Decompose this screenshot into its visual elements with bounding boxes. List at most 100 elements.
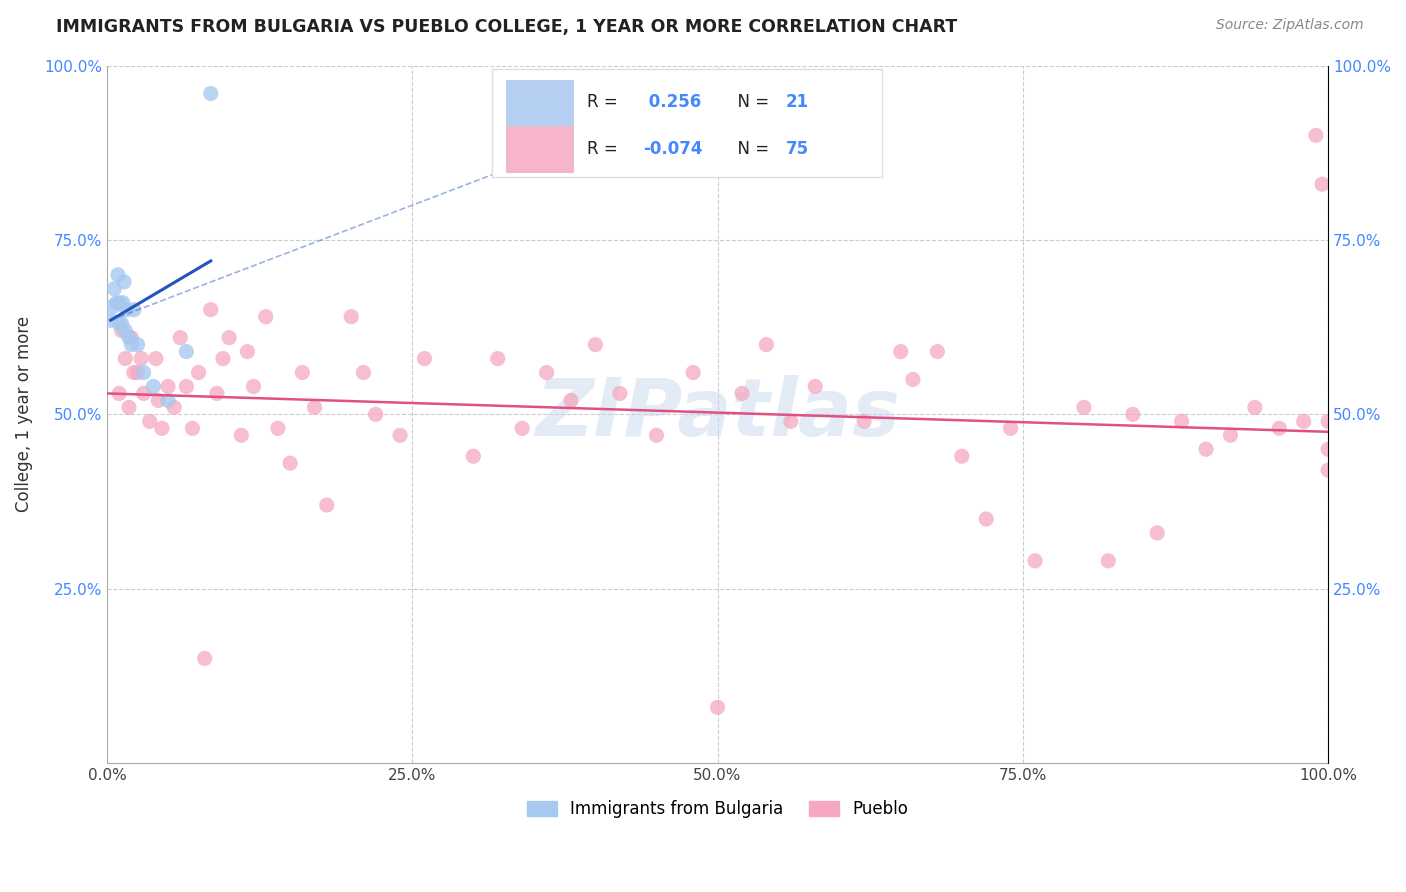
Point <box>1000 421 1022 435</box>
Point <box>169 331 191 345</box>
Point <box>176 379 198 393</box>
Point <box>108 295 131 310</box>
Point <box>112 275 135 289</box>
Point <box>950 449 973 463</box>
Point <box>1268 421 1291 435</box>
Point <box>304 401 326 415</box>
Point <box>111 295 134 310</box>
Point <box>1073 401 1095 415</box>
Point <box>536 366 558 380</box>
Point <box>1024 554 1046 568</box>
Point <box>352 366 374 380</box>
Point <box>413 351 436 366</box>
Point <box>853 414 876 428</box>
Text: N =: N = <box>727 140 775 158</box>
Point <box>200 302 222 317</box>
Point <box>1097 554 1119 568</box>
Point <box>200 87 222 101</box>
Point <box>463 449 485 463</box>
Point <box>1292 414 1315 428</box>
Point <box>901 372 924 386</box>
Point <box>114 324 136 338</box>
Point <box>254 310 277 324</box>
Point <box>212 351 235 366</box>
Text: N =: N = <box>727 93 775 111</box>
Point <box>706 700 728 714</box>
Point <box>560 393 582 408</box>
Text: 21: 21 <box>786 93 808 111</box>
Point <box>583 337 606 351</box>
Point <box>115 302 138 317</box>
Point <box>181 421 204 435</box>
Point <box>1317 442 1340 457</box>
Legend: Immigrants from Bulgaria, Pueblo: Immigrants from Bulgaria, Pueblo <box>520 793 915 824</box>
Text: 0.256: 0.256 <box>643 93 702 111</box>
Point <box>1170 414 1192 428</box>
Text: R =: R = <box>586 140 623 158</box>
Point <box>120 331 142 345</box>
Point <box>127 366 149 380</box>
Point <box>148 393 170 408</box>
Point <box>340 310 363 324</box>
Point <box>132 386 155 401</box>
Point <box>1244 401 1267 415</box>
Point <box>890 344 912 359</box>
Point <box>510 421 533 435</box>
FancyBboxPatch shape <box>492 69 883 178</box>
Text: IMMIGRANTS FROM BULGARIA VS PUEBLO COLLEGE, 1 YEAR OR MORE CORRELATION CHART: IMMIGRANTS FROM BULGARIA VS PUEBLO COLLE… <box>56 18 957 36</box>
Point <box>103 282 125 296</box>
Point <box>138 414 160 428</box>
Text: R =: R = <box>586 93 623 111</box>
Point <box>127 337 149 351</box>
Point <box>187 366 209 380</box>
FancyBboxPatch shape <box>506 127 574 171</box>
Y-axis label: College, 1 year or more: College, 1 year or more <box>15 317 32 512</box>
Point <box>974 512 997 526</box>
Point <box>609 386 631 401</box>
Point <box>194 651 217 665</box>
Point <box>1195 442 1218 457</box>
Point <box>107 268 129 282</box>
Point <box>120 337 142 351</box>
Point <box>118 401 141 415</box>
Point <box>682 366 704 380</box>
Text: -0.074: -0.074 <box>643 140 703 158</box>
Point <box>927 344 949 359</box>
Point <box>1219 428 1241 442</box>
Point <box>122 366 145 380</box>
Point <box>145 351 167 366</box>
FancyBboxPatch shape <box>506 79 574 125</box>
Point <box>150 421 173 435</box>
Point <box>236 344 259 359</box>
Point <box>108 386 131 401</box>
Point <box>731 386 754 401</box>
Point <box>755 337 778 351</box>
Point <box>1305 128 1327 143</box>
Text: 75: 75 <box>786 140 808 158</box>
Point <box>291 366 314 380</box>
Point <box>176 344 198 359</box>
Point <box>114 351 136 366</box>
Point <box>218 331 240 345</box>
Point <box>122 302 145 317</box>
Point <box>278 456 301 470</box>
Text: ZIPatlas: ZIPatlas <box>536 376 900 453</box>
Point <box>157 393 180 408</box>
Point <box>108 317 131 331</box>
Point <box>315 498 337 512</box>
Point <box>231 428 253 442</box>
Point <box>1122 408 1144 422</box>
Point <box>804 379 827 393</box>
Point <box>105 295 128 310</box>
Point <box>111 324 134 338</box>
Point <box>163 401 186 415</box>
Point <box>100 313 122 327</box>
Point <box>142 379 165 393</box>
Text: Source: ZipAtlas.com: Source: ZipAtlas.com <box>1216 18 1364 32</box>
Point <box>486 351 509 366</box>
Point <box>132 366 155 380</box>
Point <box>111 317 134 331</box>
Point <box>205 386 228 401</box>
Point <box>645 428 668 442</box>
Point <box>129 351 152 366</box>
